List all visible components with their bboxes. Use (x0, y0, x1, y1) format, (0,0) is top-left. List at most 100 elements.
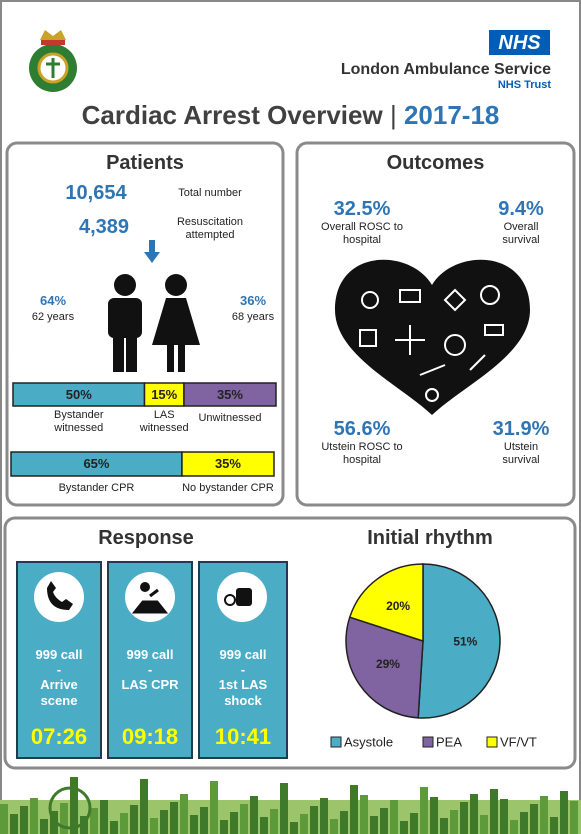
building (130, 805, 138, 834)
wheel (48, 786, 92, 830)
outcome-value: 31.9% (492, 418, 550, 440)
card-time: 09:18 (121, 724, 179, 749)
card-event: 999 call (35, 647, 83, 662)
building (290, 822, 298, 834)
building (340, 811, 348, 834)
segment-name: LAS witnessed (139, 409, 189, 435)
building (500, 799, 508, 834)
card-time: 10:41 (214, 724, 272, 749)
segment-label: 50% (65, 386, 92, 402)
outcome-value: 56.6% (333, 418, 391, 440)
building (10, 814, 18, 834)
building (490, 789, 498, 834)
building (0, 804, 8, 834)
pie-slice (345, 616, 424, 719)
card-dash: - (240, 662, 246, 677)
segment-label: 15% (151, 386, 178, 402)
card-icons (34, 572, 267, 622)
building (240, 804, 248, 834)
building (70, 777, 78, 834)
building (390, 800, 398, 834)
segment-label: 35% (216, 386, 243, 402)
building (330, 819, 338, 834)
building (100, 800, 108, 834)
nhs-badge (489, 30, 550, 55)
title: Cardiac Arrest Overview (81, 100, 383, 130)
segment-label: 35% (214, 456, 241, 471)
trust-name: NHS Trust (497, 79, 551, 91)
outcome-label: Utstein ROSC to hospital (321, 441, 403, 467)
building (170, 802, 178, 834)
separator: | (389, 100, 397, 130)
resus-label: Resuscitation attempted (176, 216, 244, 242)
segment-label: 65% (83, 456, 110, 471)
building (80, 816, 88, 834)
legend-label: Asystole (344, 734, 393, 749)
building (530, 804, 538, 834)
nhs-badge-text: NHS (498, 32, 541, 54)
building (450, 810, 458, 834)
outcome-label: Overall survival (502, 221, 540, 247)
building (400, 821, 408, 834)
building (260, 817, 268, 834)
building (430, 797, 438, 834)
female-age: 68 years (231, 311, 275, 323)
slice-label: 20% (386, 599, 410, 613)
card-dash: - (56, 662, 62, 677)
bar-segment (181, 451, 275, 477)
building (440, 818, 448, 834)
building (30, 798, 38, 834)
building (350, 785, 358, 834)
response-panel (3, 516, 577, 770)
total-label: Total number (178, 187, 242, 199)
patients-panel (5, 141, 285, 507)
card-target: LAS CPR (121, 677, 179, 692)
outcome-label: Utstein survival (502, 441, 540, 467)
building (220, 820, 228, 834)
male-share: 64% (39, 293, 67, 308)
outcome-value: 32.5% (333, 198, 391, 220)
card-dash: - (147, 662, 153, 677)
building (250, 796, 258, 834)
pie-slice (348, 563, 424, 643)
building (560, 791, 568, 834)
building (470, 794, 478, 834)
bar-segment (183, 382, 277, 407)
building (410, 813, 418, 834)
building (270, 809, 278, 834)
legend-swatch (486, 736, 498, 748)
organisation-name: London Ambulance Service (340, 61, 551, 78)
building (480, 815, 488, 834)
card-event: 999 call (219, 647, 267, 662)
male-age: 62 years (31, 311, 75, 323)
female-figure (152, 274, 200, 372)
legend-swatch (422, 736, 434, 748)
segment-name: Unwitnessed (198, 412, 262, 424)
building (150, 818, 158, 834)
arrow (144, 240, 160, 263)
panel-title: Response (98, 527, 194, 549)
outcomes-panel (295, 141, 576, 507)
building (190, 815, 198, 834)
legend-label: PEA (436, 734, 462, 749)
building (280, 783, 288, 834)
heart-icons (335, 259, 530, 415)
year: 2017-18 (403, 100, 500, 130)
building (140, 779, 148, 834)
building (570, 801, 578, 834)
building (310, 806, 318, 834)
building (510, 820, 518, 834)
bar-segment (10, 451, 183, 477)
outcome-label: Overall ROSC to hospital (321, 221, 403, 247)
building (200, 807, 208, 834)
segment-name: Bystander CPR (58, 482, 135, 494)
building (370, 816, 378, 834)
pie-slice (417, 563, 501, 719)
segment-name: Bystander witnessed (53, 409, 104, 435)
building (550, 817, 558, 834)
building (40, 819, 48, 834)
title-line: Cardiac Arrest Overview | 2017-18 (0, 100, 581, 131)
building (160, 810, 168, 834)
